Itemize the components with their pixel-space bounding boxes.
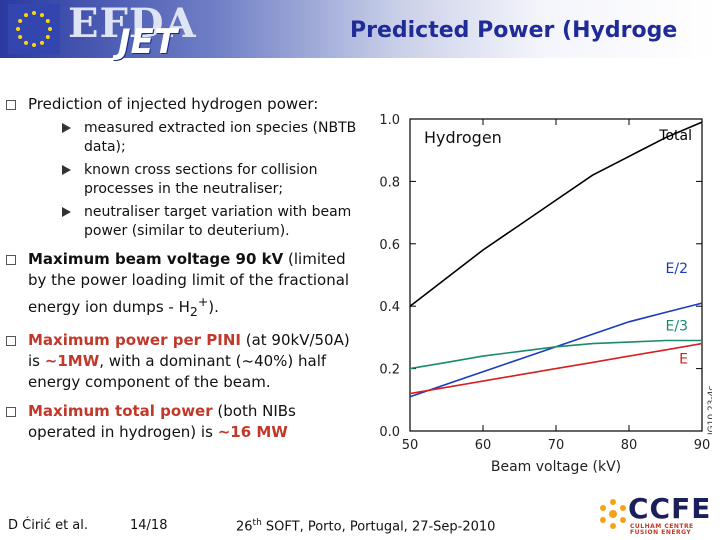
bullet-prediction: Prediction of injected hydrogen power: m…: [6, 94, 361, 241]
sub-bullet-text: neutraliser target variation with beam p…: [84, 204, 352, 239]
jet-logo: JET: [118, 22, 178, 62]
checkbox-bullet-icon: [6, 336, 16, 346]
bullet-text: (at 90kV/50A) is: [28, 331, 350, 370]
bullet-max-power-pini: Maximum power per PINI (at 90kV/50A) is …: [6, 330, 361, 393]
x-tick-label: 80: [621, 438, 638, 453]
ccfe-wordmark: CCFE: [628, 492, 712, 525]
flag-star-icon: [16, 27, 20, 31]
x-tick-label: 90: [694, 438, 711, 453]
flag-star-icon: [32, 43, 36, 47]
y-tick-label: 0.2: [379, 363, 400, 378]
bullet-text: Prediction of injected hydrogen power:: [28, 95, 319, 113]
superscript-text: +: [197, 294, 209, 309]
y-tick-label: 1.0: [379, 113, 400, 128]
series-line-e: [409, 342, 703, 395]
series-label-e: E: [679, 352, 688, 368]
bullet-bold-text: Maximum total power: [28, 402, 213, 420]
series-label-e-3: E/3: [666, 319, 688, 335]
plot-frame: [409, 118, 703, 432]
x-axis-label: Beam voltage (kV): [491, 459, 621, 475]
power-chart: 0.0 0.2 0.4 0.6 0.8 1.0 50 60 70 80 90 Beam voltage…: [379, 113, 712, 475]
triangle-bullet-icon: [62, 207, 71, 217]
x-tick-label: 60: [475, 438, 492, 453]
flag-star-icon: [40, 13, 44, 18]
sub-bullet: measured extracted ion species (NBTB dat…: [28, 119, 361, 157]
conference-text: SOFT, Porto, Portugal, 27-Sep-2010: [261, 519, 496, 535]
bullet-text-end: ).: [208, 298, 219, 316]
ccfe-logo: CCFE CULHAM CENTRE FUSION ENERGY: [598, 492, 716, 536]
figure-code-label: JG10.23-4c: [707, 386, 712, 436]
flag-star-icon: [18, 19, 23, 23]
subscript-text: 2: [189, 304, 198, 319]
sub-bullet: neutraliser target variation with beam p…: [28, 203, 361, 241]
flag-star-icon: [24, 13, 28, 18]
footer-page: 14/18: [130, 518, 168, 533]
sub-bullet: known cross sections for collision proce…: [28, 161, 361, 199]
y-tick-label: 0.0: [379, 425, 400, 440]
bullet-text: (limited by the power loading limit of t…: [28, 250, 350, 316]
bullet-text-end: , with a dominant (~40%) half energy com…: [28, 352, 327, 391]
series-label-total: Total: [658, 128, 692, 144]
y-tick-label: 0.8: [379, 175, 400, 190]
flag-star-icon: [40, 40, 44, 45]
y-tick-label: 0.4: [379, 300, 400, 315]
series-line-e-3: [409, 339, 702, 370]
highlight-value: ~16 MW: [217, 423, 288, 441]
slide-header: EFDA JET Predicted Power (Hydroge: [0, 0, 720, 62]
bullet-bold-text: Maximum power per PINI: [28, 331, 241, 349]
triangle-bullet-icon: [62, 123, 71, 133]
checkbox-bullet-icon: [6, 255, 16, 265]
sub-bullet-text: measured extracted ion species (NBTB dat…: [84, 120, 357, 155]
flag-star-icon: [24, 40, 28, 45]
checkbox-bullet-icon: [6, 100, 16, 110]
y-tick-label: 0.6: [379, 238, 400, 253]
series-line-total: [409, 121, 703, 307]
chart-title: Hydrogen: [424, 128, 502, 147]
eu-flag-icon: [8, 4, 60, 54]
conference-number: 26: [236, 519, 253, 535]
footer-author: D Ćirić et al.: [8, 518, 89, 533]
x-tick-label: 70: [548, 438, 565, 453]
highlight-value: ~1MW: [44, 352, 100, 370]
flag-star-icon: [18, 35, 23, 39]
conference-suffix: th: [252, 518, 262, 528]
bullet-list: Prediction of injected hydrogen power: m…: [6, 94, 361, 449]
ccfe-emblem-icon: [600, 499, 626, 529]
footer-conference: 26th SOFT, Porto, Portugal, 27-Sep-2010: [236, 518, 495, 534]
flag-star-icon: [48, 27, 52, 31]
slide-title: Predicted Power (Hydroge: [350, 18, 678, 43]
flag-star-icon: [32, 11, 36, 15]
triangle-bullet-icon: [62, 165, 71, 175]
checkbox-bullet-icon: [6, 407, 16, 417]
sub-bullet-text: known cross sections for collision proce…: [84, 162, 318, 197]
bullet-bold-text: Maximum beam voltage 90 kV: [28, 250, 284, 268]
ccfe-subtitle: CULHAM CENTRE FUSION ENERGY: [630, 523, 694, 536]
efda-logo: EFDA: [68, 0, 197, 47]
bullet-max-total-power: Maximum total power (both NIBs operated …: [6, 401, 361, 443]
bullet-max-voltage: Maximum beam voltage 90 kV (limited by t…: [6, 249, 361, 322]
series-label-e-2: E/2: [666, 261, 688, 277]
x-tick-label: 50: [402, 438, 419, 453]
bullet-text: (both NIBs operated in hydrogen) is: [28, 402, 296, 441]
series-line-e-2: [409, 302, 703, 398]
flag-star-icon: [45, 19, 50, 23]
flag-star-icon: [45, 35, 50, 39]
